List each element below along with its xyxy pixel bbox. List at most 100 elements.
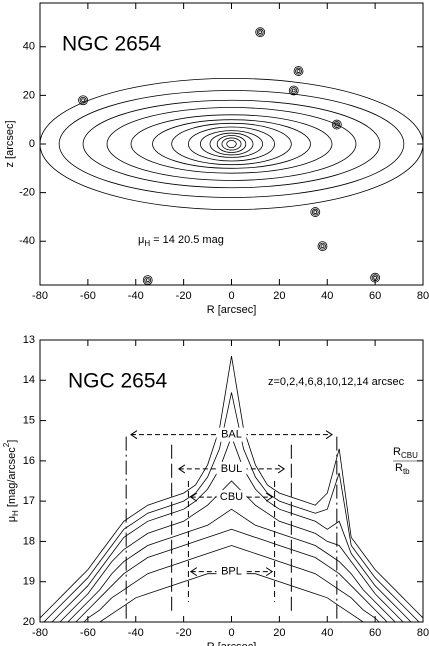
source — [371, 274, 379, 282]
x-tick-label: 0 — [228, 290, 234, 302]
arrow-head — [277, 464, 286, 474]
region-label: BAL — [221, 429, 242, 441]
source — [293, 66, 304, 76]
x-axis-label: R [arcsec] — [207, 304, 257, 316]
y-tick-label: 14 — [23, 374, 35, 386]
arrow-head — [325, 430, 333, 440]
x-tick-label: 0 — [228, 627, 234, 639]
x-tick-label: -20 — [176, 290, 192, 302]
x-tick-label: -80 — [32, 290, 48, 302]
annotation-part: CBU — [401, 451, 418, 460]
chart-title: NGC 2654 — [68, 370, 168, 393]
y-tick-label: 13 — [23, 334, 35, 346]
x-tick-label: 20 — [273, 290, 285, 302]
arrow-head — [189, 567, 198, 577]
y-tick-label: 16 — [23, 455, 35, 467]
source — [311, 208, 319, 216]
source — [320, 244, 325, 249]
x-tick-label: 20 — [273, 627, 285, 639]
arrow-head — [189, 492, 198, 502]
contour — [216, 135, 247, 153]
label-bg — [216, 490, 247, 505]
y-tick-label: 20 — [23, 89, 35, 101]
y-axis-label-part: [mag/arcsec — [6, 447, 18, 510]
contour — [199, 130, 264, 158]
x-tick-label: -20 — [176, 627, 192, 639]
source — [256, 28, 264, 36]
x-tick-label: -40 — [128, 627, 144, 639]
source — [310, 207, 321, 217]
y-tick-label: 0 — [29, 138, 35, 150]
contour — [58, 90, 405, 198]
source — [81, 98, 85, 103]
source — [313, 210, 318, 214]
x-tick-label: 40 — [321, 290, 333, 302]
x-tick-label: 80 — [417, 627, 429, 639]
y-tick-label: 19 — [23, 576, 35, 588]
arrow-head — [265, 492, 274, 502]
y-axis-label-part: 2 — [2, 442, 11, 447]
y-axis-label-part: μ — [6, 516, 18, 522]
y-axis-label-part: H — [11, 510, 20, 516]
annotation: z=0,2,4,6,8,10,12,14 arcsec — [268, 376, 405, 388]
x-tick-label: 60 — [369, 290, 381, 302]
source — [291, 88, 296, 93]
source — [258, 30, 263, 35]
profile-line — [43, 392, 420, 622]
source — [295, 67, 302, 75]
contour — [209, 132, 254, 156]
profile-line — [75, 528, 388, 622]
y-axis-label-part: ] — [6, 440, 18, 443]
profile-line — [40, 356, 423, 619]
lines — [40, 356, 423, 622]
y-tick-label: -40 — [19, 235, 35, 247]
x-tick-label: -80 — [32, 627, 48, 639]
source — [317, 241, 328, 252]
source — [333, 121, 341, 128]
contour — [171, 122, 292, 166]
x-tick-label: -40 — [128, 290, 144, 302]
y-tick-label: -20 — [19, 187, 35, 199]
region-label: BUL — [221, 463, 242, 475]
x-tick-label: 40 — [321, 627, 333, 639]
contour — [130, 114, 333, 174]
contour — [226, 139, 237, 149]
source — [288, 85, 299, 96]
y-tick-label: 20 — [23, 616, 35, 628]
annotation-part: H — [144, 239, 150, 248]
source — [296, 69, 301, 73]
profile-line — [67, 508, 396, 622]
profile-line — [83, 545, 380, 622]
x-tick-label: -60 — [80, 627, 96, 639]
y-tick-label: 18 — [23, 535, 35, 547]
contour — [221, 137, 242, 151]
label-bg — [216, 461, 247, 476]
annotation: μH = 14 20.5 mag — [138, 234, 224, 248]
profile-line — [59, 480, 404, 622]
annotation-part: μ — [138, 234, 144, 246]
source — [334, 122, 339, 127]
annotation-part: R — [395, 462, 403, 474]
source — [373, 275, 378, 280]
source — [331, 119, 342, 130]
source — [370, 272, 381, 283]
contours — [40, 27, 423, 285]
arrow-head — [130, 430, 138, 440]
contour — [82, 99, 381, 189]
chart-title: NGC 2654 — [62, 33, 162, 56]
annotation: Rtb — [395, 462, 410, 476]
contour — [152, 119, 311, 169]
contour — [188, 126, 275, 162]
region-label: BPL — [221, 566, 242, 578]
x-axis-label: R [arcsec] — [207, 641, 257, 646]
source — [255, 27, 266, 38]
x-tick-label: -60 — [80, 290, 96, 302]
contour — [106, 107, 357, 181]
region-label: CBU — [220, 491, 243, 503]
contour — [40, 77, 423, 211]
x-tick-label: 60 — [369, 627, 381, 639]
y-axis-label: μH [mag/arcsec2] — [2, 440, 20, 523]
arrow-head — [265, 567, 274, 577]
label-bg — [216, 427, 247, 442]
